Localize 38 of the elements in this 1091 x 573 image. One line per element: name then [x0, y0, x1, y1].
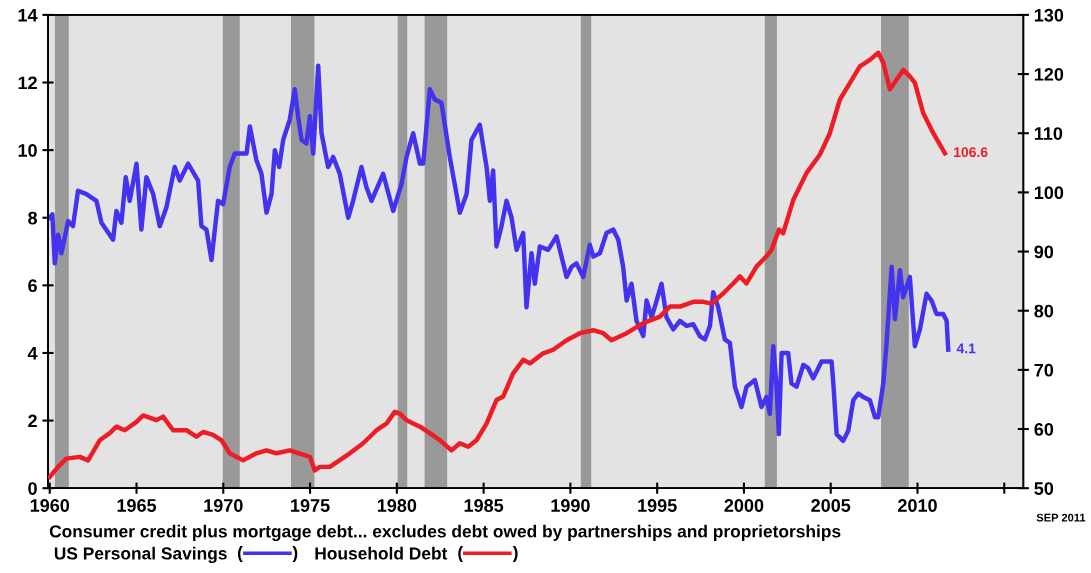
- y2-tick-label: 130: [1034, 8, 1064, 22]
- y2-tick-label: 120: [1034, 67, 1064, 81]
- x-tick-label: 1985: [464, 499, 504, 512]
- y-tick-label: 2: [28, 414, 37, 428]
- text: SEP 2011: [1036, 513, 1086, 522]
- y2-tick-label: 90: [1034, 245, 1054, 259]
- x-tick-label: 2010: [898, 499, 937, 512]
- text: (: [458, 545, 464, 563]
- text: (: [237, 545, 243, 563]
- x-tick-label: 2000: [724, 499, 764, 512]
- data-label: 4.1: [956, 343, 976, 354]
- x-tick-label: 1975: [291, 499, 330, 512]
- legend-label: US Personal Savings: [54, 546, 227, 564]
- x-tick-label: 1960: [30, 499, 70, 512]
- x-tick-label: 1990: [551, 499, 590, 512]
- data-label: 106.6: [954, 147, 988, 158]
- y-tick-label: 8: [28, 211, 38, 225]
- y2-tick-label: 110: [1034, 127, 1063, 140]
- y-tick-label: 10: [18, 144, 37, 157]
- x-tick-label: 2005: [811, 499, 851, 512]
- legend-label: Household Debt: [315, 546, 448, 560]
- x-tick-label: 1995: [638, 499, 677, 512]
- y2-tick-label: 60: [1034, 422, 1054, 436]
- y-tick-label: 14: [18, 9, 38, 22]
- x-tick-label: 1970: [204, 499, 243, 512]
- y-tick-label: 0: [28, 482, 37, 495]
- text: ): [292, 545, 298, 563]
- y2-tick-label: 100: [1034, 186, 1064, 200]
- y-tick-label: 12: [18, 76, 37, 90]
- text: Consumer credit plus mortgage debt... excludes debt owed by partnerships and proprietorships: [49, 524, 841, 542]
- x-tick-label: 1965: [117, 499, 157, 512]
- y-tick-label: 6: [28, 279, 37, 293]
- x-tick-label: 1980: [377, 499, 417, 512]
- y-tick-label: 4: [27, 347, 38, 360]
- y2-tick-label: 70: [1034, 363, 1054, 377]
- text: ): [512, 545, 518, 563]
- y2-tick-label: 50: [1034, 482, 1054, 495]
- y2-tick-label: 80: [1034, 304, 1054, 318]
